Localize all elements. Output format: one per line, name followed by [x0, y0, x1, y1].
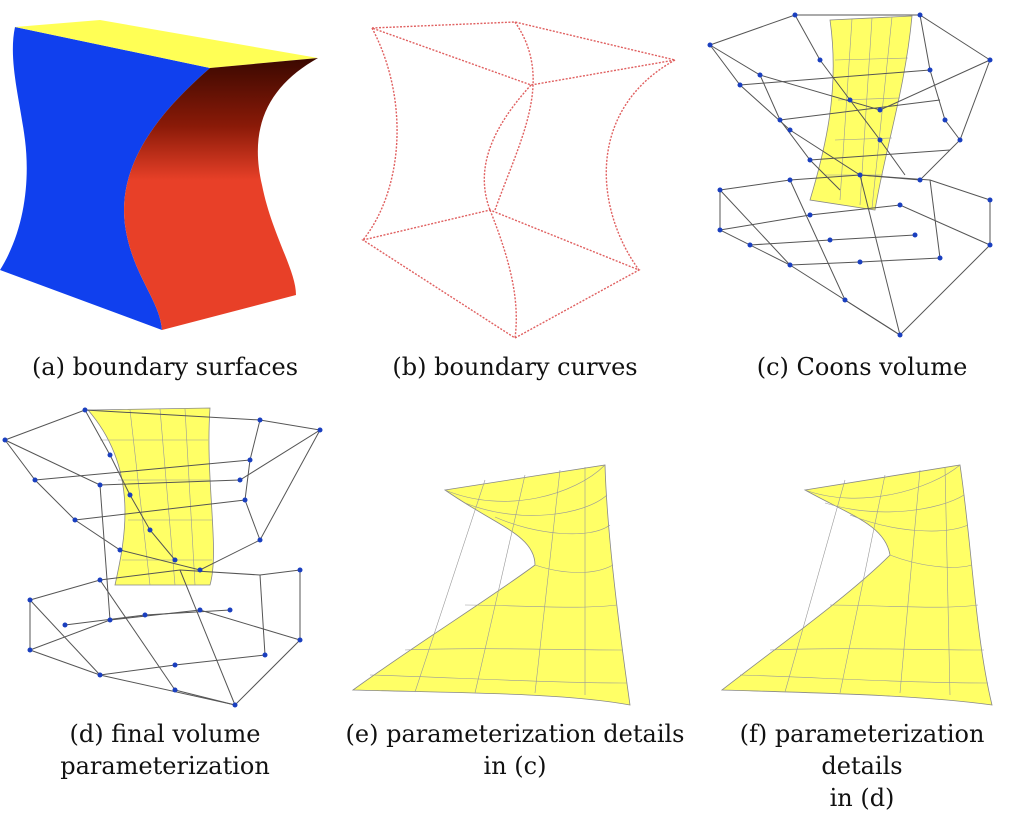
surface	[351, 464, 631, 706]
surface-grid-lines	[739, 464, 989, 696]
caption-a: (a) boundary surfaces	[31, 353, 299, 381]
caption-d-line2: parameterization	[60, 752, 270, 780]
right-surface	[124, 58, 318, 330]
left-vertical-curve	[362, 27, 398, 241]
caption-f-line2: in (d)	[829, 784, 895, 812]
left-surface	[0, 27, 210, 330]
caption-e-line2: in (c)	[483, 752, 547, 780]
boundary-surfaces-render	[0, 20, 318, 330]
parameterization-details-d-render	[720, 464, 993, 706]
panel-c-coons-volume	[700, 0, 1024, 340]
caption-f-line1: (f) parameterization details	[739, 720, 985, 780]
control-points	[2, 407, 323, 708]
panel-b-boundary-curves	[345, 0, 685, 340]
surface	[720, 464, 993, 706]
caption-e: (e) parameterization details in (c)	[345, 718, 685, 782]
bottom-edge-curves	[361, 209, 641, 339]
panel-f-parameterization-details-d	[700, 455, 1024, 706]
caption-d-line1: (d) final volume	[69, 720, 261, 748]
right-vertical-curve	[605, 59, 676, 271]
back-vertical-curve	[494, 21, 534, 211]
panel-d-final-volume	[0, 400, 330, 708]
bottom-front-curve	[489, 209, 517, 339]
parameterization-details-c-render	[351, 464, 631, 706]
front-vertical-curve	[483, 84, 532, 211]
top-surface	[15, 20, 318, 68]
panel-e-parameterization-details-c	[345, 455, 685, 706]
top-edge-curves	[371, 21, 676, 86]
final-volume-render	[2, 407, 323, 708]
coons-volume-render	[707, 12, 993, 338]
mesh-grid-lines	[100, 408, 212, 586]
control-points	[707, 12, 993, 338]
caption-e-line1: (e) parameterization details	[345, 720, 685, 748]
boundary-curves-render	[361, 21, 676, 339]
yellow-mesh	[809, 15, 913, 211]
caption-c: (c) Coons volume	[756, 353, 968, 381]
yellow-mesh	[87, 407, 214, 586]
panel-a-boundary-surfaces	[0, 0, 330, 340]
surface-grid-lines	[369, 464, 628, 695]
caption-b: (b) boundary curves	[392, 353, 638, 381]
caption-d: (d) final volume parameterization	[0, 718, 330, 782]
caption-f: (f) parameterization details in (d)	[700, 718, 1024, 814]
